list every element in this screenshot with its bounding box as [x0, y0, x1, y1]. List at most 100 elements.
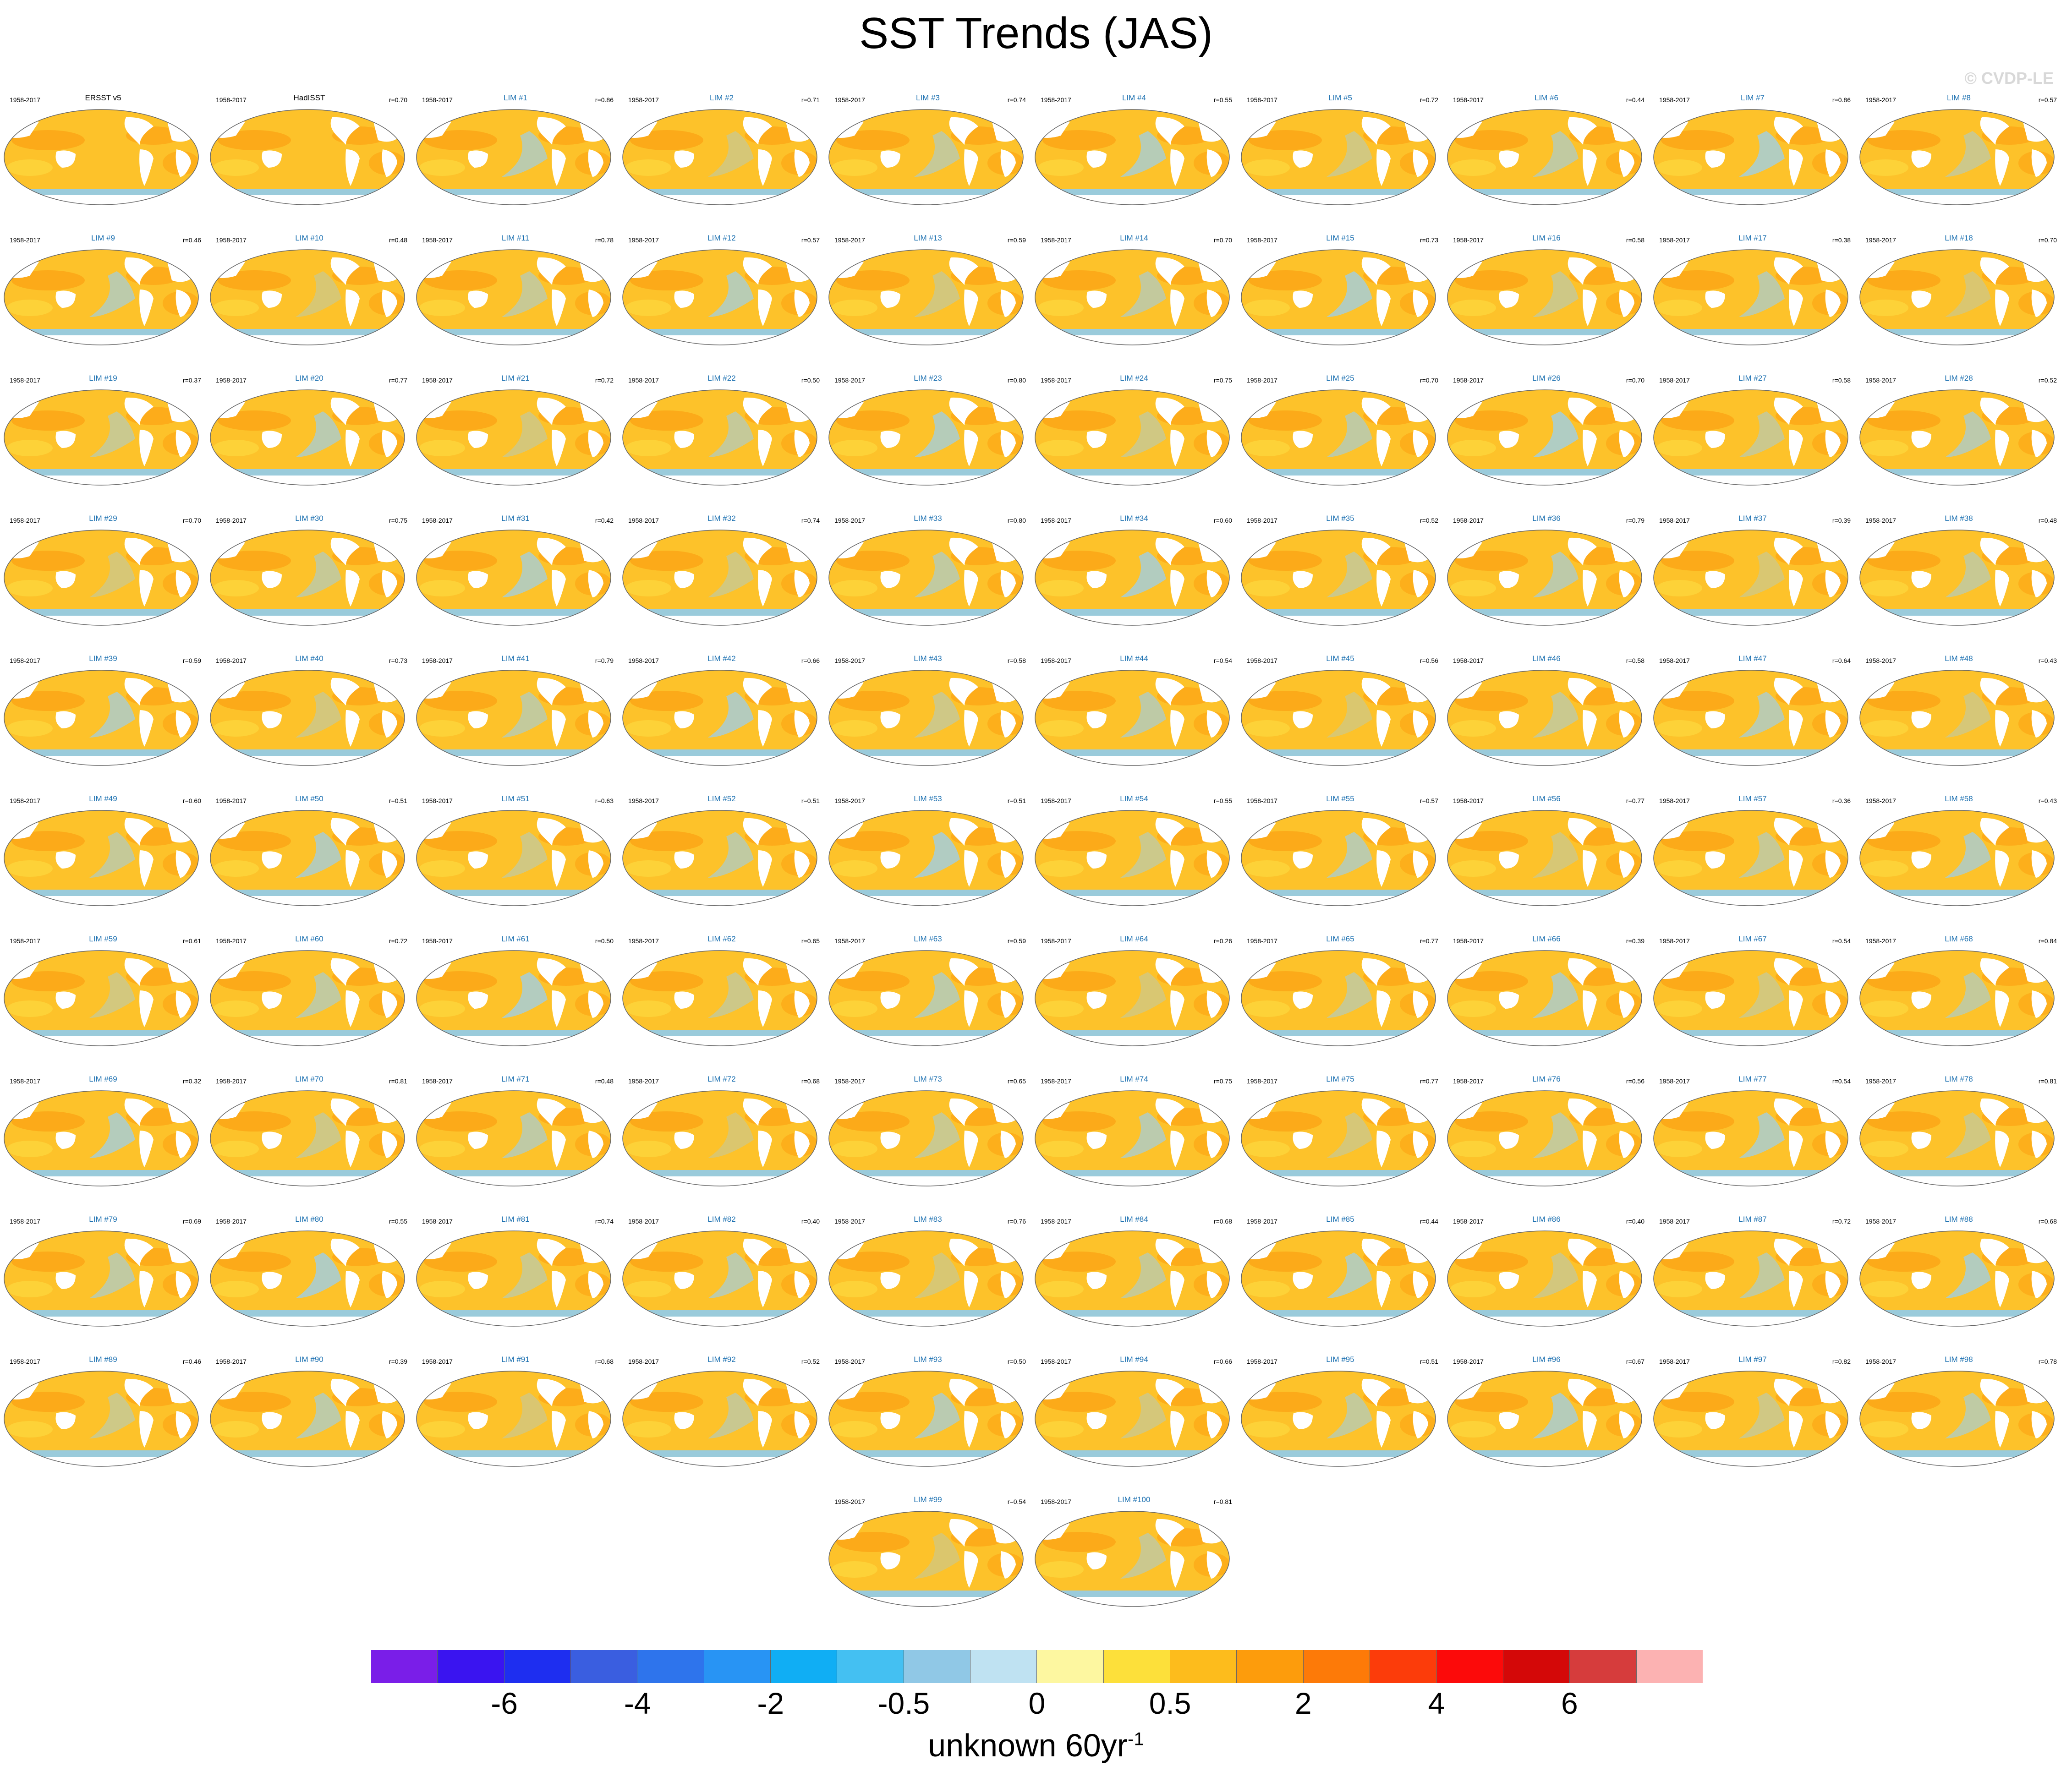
landmass: [1404, 262, 1432, 282]
colorbar-swatch: [704, 1650, 771, 1683]
panel-title: LIM #56: [1532, 794, 1561, 803]
panel-correlation-label: r=0.60: [1213, 517, 1232, 524]
landmass: [1198, 963, 1226, 983]
panel-title: LIM #52: [707, 794, 736, 803]
panel-title: LIM #31: [501, 514, 530, 523]
warm-anomaly: [625, 440, 671, 456]
landmass: [1611, 542, 1638, 563]
panel-period-label: 1958-2017: [1453, 1358, 1484, 1365]
landmass: [786, 122, 813, 142]
landmass: [2023, 262, 2050, 282]
map-panel: 1958-2017 LIM #90 r=0.39: [208, 1353, 410, 1472]
southern-ocean-band: [210, 469, 405, 476]
panel-title: LIM #4: [1122, 93, 1146, 102]
panel-map: [1241, 950, 1436, 1046]
cool-anomaly: [1739, 271, 1785, 317]
landmass: [55, 1272, 76, 1289]
panel-correlation-label: r=0.51: [1420, 1358, 1438, 1365]
southern-ocean-band: [1035, 1591, 1229, 1597]
panel-title: LIM #78: [1945, 1075, 1973, 1083]
landmass: [1789, 430, 1803, 466]
panel-title: LIM #24: [1120, 374, 1148, 383]
landmass: [2031, 570, 2047, 597]
panel-correlation-label: r=0.48: [389, 236, 407, 244]
landmass: [1155, 1519, 1184, 1547]
panel-title: LIM #27: [1738, 374, 1767, 383]
landmass: [2023, 542, 2050, 563]
landmass: [1980, 958, 2009, 986]
southern-ocean-band: [1035, 609, 1229, 616]
cool-anomaly: [1533, 692, 1579, 738]
map-panel: 1958-2017 LIM #75 r=0.77: [1239, 1073, 1441, 1192]
landmass: [1774, 1098, 1803, 1126]
panel-map: [1035, 530, 1230, 626]
panel-correlation-label: r=0.60: [182, 797, 201, 804]
panel-period-label: 1958-2017: [1865, 1358, 1896, 1365]
landmass: [373, 122, 401, 142]
southern-ocean-band: [623, 189, 817, 195]
map-panel: 1958-2017 LIM #15 r=0.73: [1239, 232, 1441, 351]
landmass: [552, 290, 566, 326]
landmass: [1911, 1412, 1931, 1429]
landmass: [1000, 1411, 1016, 1438]
panel-correlation-label: r=0.74: [801, 517, 820, 524]
landmass: [1361, 958, 1391, 986]
warm-anomaly: [832, 1421, 877, 1438]
southern-ocean-band: [623, 329, 817, 335]
panel-title: LIM #29: [89, 514, 117, 523]
southern-ocean-band: [1035, 749, 1229, 756]
panel-map: [622, 950, 817, 1046]
landmass: [124, 818, 153, 846]
landmass: [1817, 1243, 1844, 1263]
panel-title: LIM #100: [1118, 1495, 1151, 1504]
landmass: [964, 1271, 978, 1307]
landmass: [964, 850, 978, 887]
map-outline: [1859, 249, 2055, 345]
landmass: [1995, 570, 2009, 607]
landmass: [1404, 1383, 1432, 1404]
map-panel: 1958-2017 LIM #39 r=0.59: [2, 652, 204, 771]
landmass: [1198, 1103, 1226, 1123]
landmass: [1206, 850, 1222, 878]
panel-map: [622, 1371, 817, 1467]
panel-title: LIM #14: [1120, 234, 1148, 242]
landmass: [786, 963, 813, 983]
landmass: [382, 1411, 397, 1438]
landmass: [167, 823, 195, 843]
panel-map: [622, 810, 817, 906]
colorbar-swatch: [837, 1650, 904, 1683]
southern-ocean-band: [1035, 469, 1229, 476]
panel-correlation-label: r=0.82: [1832, 1358, 1851, 1365]
landmass: [1980, 678, 2009, 705]
panel-map: [416, 1371, 611, 1467]
panel-title: LIM #88: [1945, 1215, 1973, 1224]
panel-title: LIM #26: [1532, 374, 1561, 383]
southern-ocean-band: [1860, 749, 2054, 756]
cool-anomaly: [1945, 832, 1991, 878]
ocean-field: [829, 670, 1023, 765]
panel-correlation-label: r=0.39: [389, 1358, 407, 1365]
ocean-field: [829, 250, 1023, 345]
panel-title: LIM #97: [1738, 1355, 1767, 1364]
warm-anomaly: [213, 1281, 259, 1297]
southern-ocean-band: [1447, 329, 1642, 335]
cool-anomaly: [1533, 1393, 1579, 1438]
ocean-field: [417, 1231, 611, 1326]
panel-map: [1653, 1371, 1848, 1467]
map-outline: [1859, 950, 2055, 1046]
panel-correlation-label: r=0.58: [1626, 657, 1644, 664]
landmass: [537, 257, 566, 285]
panel-correlation-label: r=0.71: [801, 96, 820, 104]
panel-period-label: 1958-2017: [10, 236, 40, 244]
southern-ocean-band: [417, 890, 611, 896]
landmass: [580, 823, 607, 843]
landmass: [588, 850, 603, 878]
landmass: [1376, 290, 1391, 326]
cool-anomaly: [1120, 131, 1166, 177]
landmass: [964, 1551, 978, 1588]
panel-period-label: 1958-2017: [834, 236, 865, 244]
panel-period-label: 1958-2017: [10, 1218, 40, 1225]
panel-map: [416, 670, 611, 766]
landmass: [537, 818, 566, 846]
panel-title: LIM #90: [295, 1355, 323, 1364]
